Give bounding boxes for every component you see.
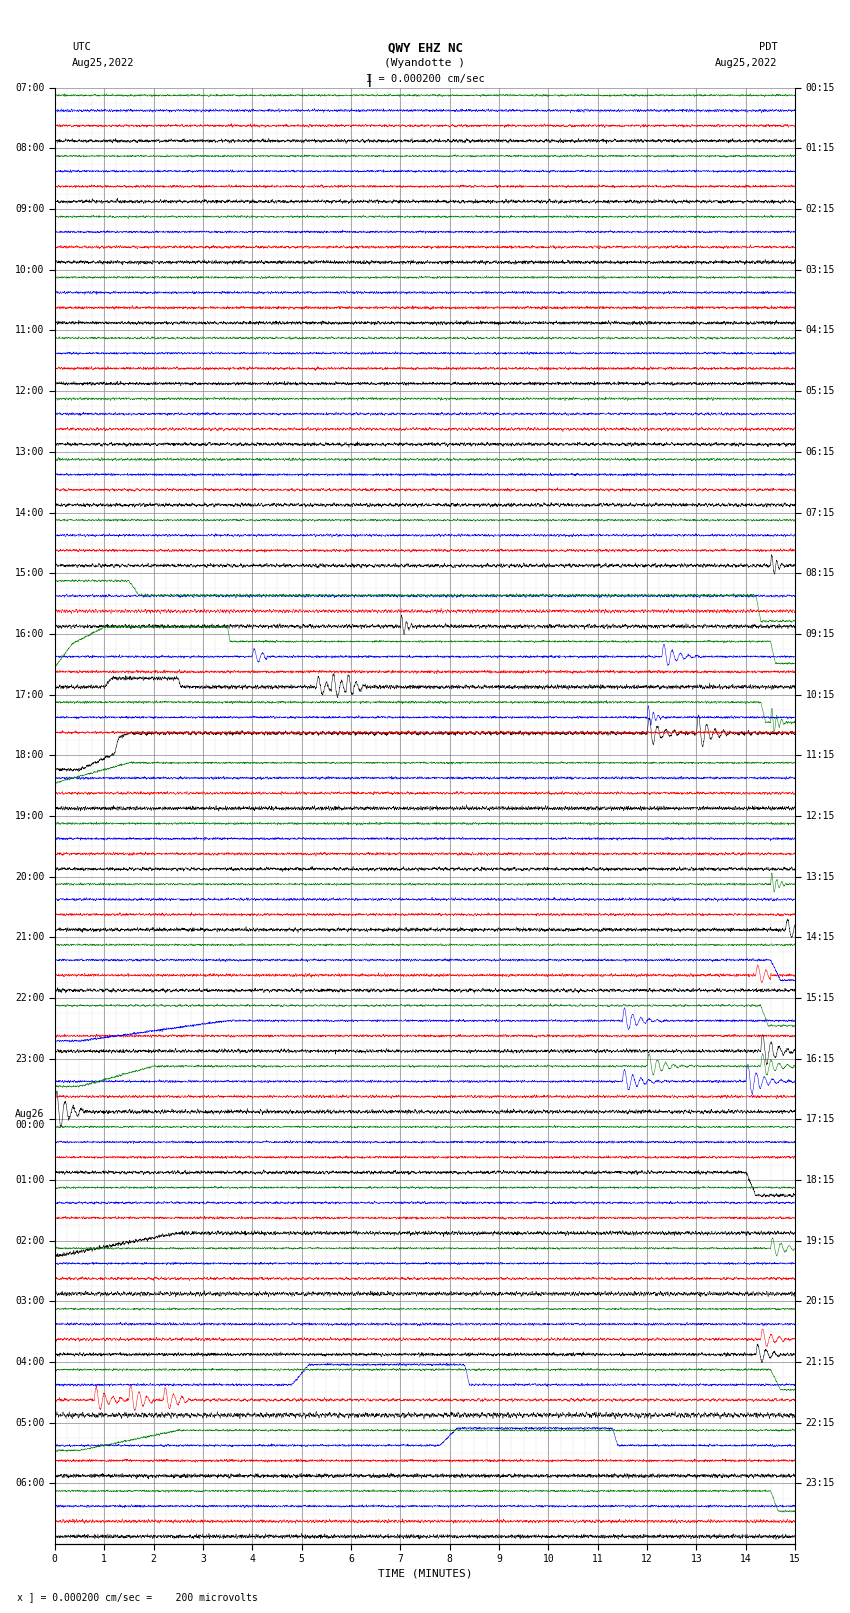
- X-axis label: TIME (MINUTES): TIME (MINUTES): [377, 1569, 473, 1579]
- Text: (Wyandotte ): (Wyandotte ): [384, 58, 466, 68]
- Text: QWY EHZ NC: QWY EHZ NC: [388, 42, 462, 55]
- Text: UTC: UTC: [72, 42, 91, 52]
- Text: PDT: PDT: [759, 42, 778, 52]
- Text: I = 0.000200 cm/sec: I = 0.000200 cm/sec: [366, 74, 484, 84]
- Text: Aug25,2022: Aug25,2022: [715, 58, 778, 68]
- Text: |: |: [366, 74, 373, 87]
- Text: x ] = 0.000200 cm/sec =    200 microvolts: x ] = 0.000200 cm/sec = 200 microvolts: [17, 1592, 258, 1602]
- Text: Aug25,2022: Aug25,2022: [72, 58, 135, 68]
